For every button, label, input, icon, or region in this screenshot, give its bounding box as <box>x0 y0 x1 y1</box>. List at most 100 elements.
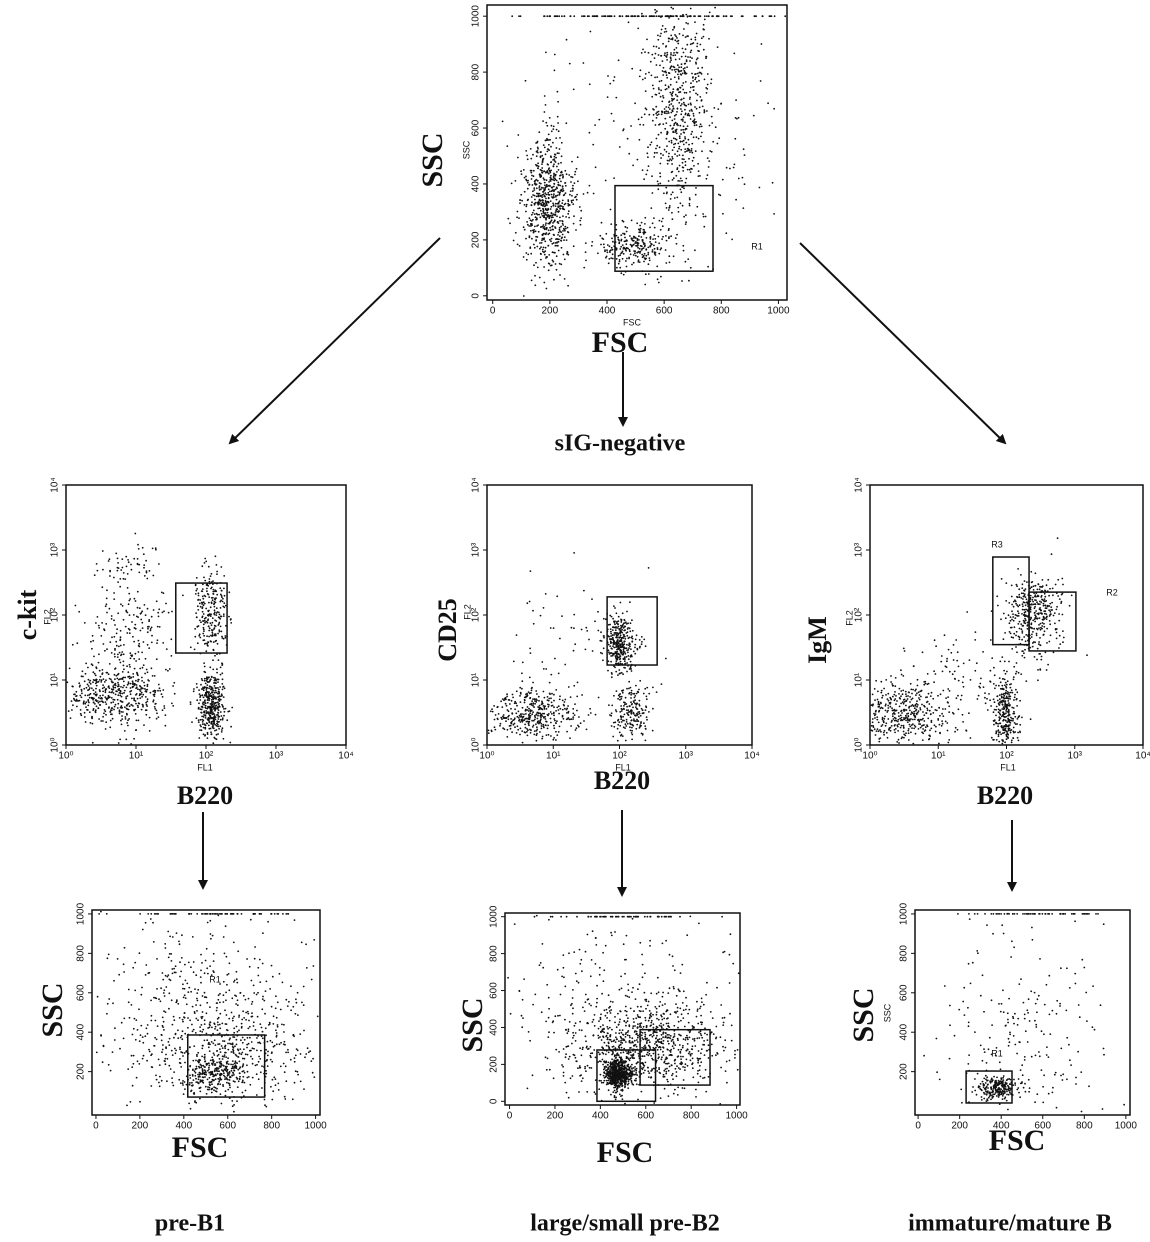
dot <box>556 152 559 155</box>
dot <box>995 739 998 741</box>
dot <box>993 723 995 726</box>
dot <box>207 681 209 684</box>
dot <box>673 197 676 199</box>
dot <box>640 221 643 224</box>
dot <box>127 724 129 727</box>
dot <box>664 70 667 73</box>
dot <box>555 198 558 201</box>
dot <box>1003 716 1006 718</box>
dot <box>695 61 697 64</box>
dot <box>102 720 104 722</box>
dot <box>504 698 507 701</box>
dot <box>74 693 76 696</box>
dot <box>622 715 624 718</box>
dot <box>637 250 640 253</box>
dot <box>99 675 102 678</box>
dot <box>195 612 198 614</box>
dot <box>680 98 682 101</box>
dot <box>894 691 896 693</box>
dot <box>142 705 144 708</box>
dot <box>543 170 545 173</box>
dot <box>1016 736 1019 739</box>
dot <box>733 163 736 166</box>
dot <box>544 184 546 187</box>
dot <box>628 257 630 260</box>
dot <box>917 710 920 712</box>
dot <box>617 262 620 265</box>
dot <box>196 686 198 689</box>
dot <box>673 122 676 125</box>
dot <box>540 725 543 727</box>
dot <box>918 697 920 699</box>
dot <box>642 48 644 51</box>
dot <box>905 714 907 717</box>
dot <box>204 704 207 707</box>
dot <box>216 570 219 573</box>
dot <box>684 113 687 116</box>
dot <box>725 166 728 169</box>
dot <box>717 108 720 110</box>
dot <box>538 173 541 176</box>
dot <box>547 191 550 194</box>
dot <box>682 120 684 122</box>
dot <box>512 239 515 242</box>
dot <box>192 690 195 693</box>
dot <box>92 701 95 704</box>
dot <box>126 611 129 614</box>
dot <box>639 244 642 247</box>
dot <box>711 122 714 124</box>
dot <box>658 47 660 50</box>
dot <box>128 599 131 602</box>
dot <box>539 713 542 715</box>
dot <box>87 685 90 687</box>
dot <box>85 706 87 708</box>
dot <box>674 71 677 73</box>
dot <box>110 697 113 699</box>
dot <box>580 628 583 631</box>
dot <box>688 197 691 199</box>
dot <box>525 237 527 240</box>
dot <box>86 708 88 711</box>
dot <box>948 705 951 708</box>
dot <box>209 678 212 681</box>
dot <box>898 715 900 718</box>
dot <box>620 272 623 275</box>
dot <box>527 729 529 732</box>
dot <box>547 703 549 706</box>
dot <box>617 674 619 676</box>
dot <box>553 714 555 717</box>
dot <box>1007 697 1010 700</box>
dot <box>771 181 774 184</box>
dot <box>586 630 589 632</box>
dot <box>639 250 642 253</box>
dot <box>910 705 913 707</box>
dot <box>207 593 210 596</box>
dot <box>656 180 659 183</box>
dot <box>725 15 728 18</box>
dot <box>548 169 551 172</box>
dot <box>663 148 666 151</box>
dot <box>602 647 605 650</box>
dot <box>556 734 559 736</box>
dot <box>687 138 690 141</box>
x-tick-label: 10⁴ <box>744 751 759 762</box>
dot <box>1007 736 1009 739</box>
dot <box>542 246 545 249</box>
dot <box>599 234 602 237</box>
dot <box>173 681 176 684</box>
dot <box>556 215 558 218</box>
dot <box>915 694 917 696</box>
dot <box>655 147 657 150</box>
dot <box>883 729 886 732</box>
dot <box>553 724 555 727</box>
y-tick-label: 600 <box>471 119 482 136</box>
dot <box>549 200 552 203</box>
dot <box>1002 706 1005 709</box>
dot <box>554 161 557 163</box>
dot <box>564 202 567 205</box>
dot <box>536 732 538 735</box>
dot <box>201 703 204 705</box>
dot <box>926 683 929 686</box>
dot <box>689 86 692 89</box>
dot <box>626 227 629 229</box>
